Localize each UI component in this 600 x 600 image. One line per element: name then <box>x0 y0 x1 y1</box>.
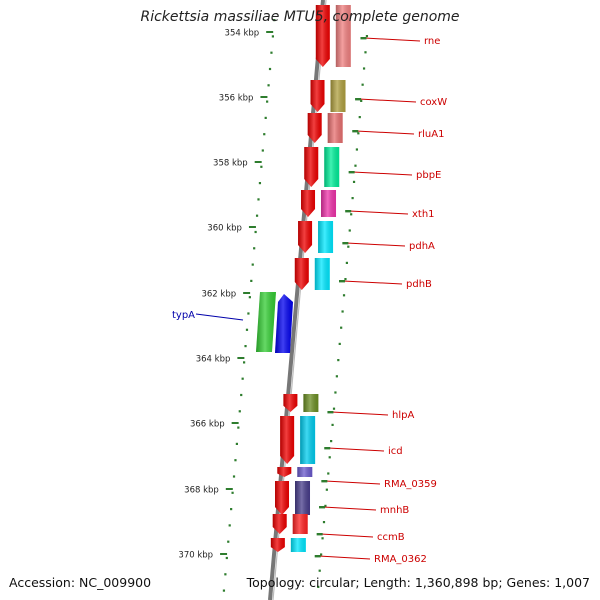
gene-label-pdhA[interactable]: pdhA <box>409 241 435 252</box>
tick-label: 366 kbp <box>190 420 225 430</box>
gene-pbpE[interactable] <box>304 147 340 187</box>
gene-label-mnhB[interactable]: mnhB <box>380 505 409 516</box>
gene-label-RMA_0362[interactable]: RMA_0362 <box>374 554 427 565</box>
gene-mnhB[interactable] <box>275 481 311 515</box>
gene-ccmB[interactable] <box>272 514 308 534</box>
feature-typA[interactable] <box>256 292 293 353</box>
gene-rne[interactable] <box>315 5 351 67</box>
tick-label: 362 kbp <box>201 290 236 300</box>
gene-label-coxW[interactable]: coxW <box>420 97 447 108</box>
gene-xth1[interactable] <box>301 190 337 217</box>
feature-label-typA[interactable]: typA <box>172 310 195 321</box>
map-title: Rickettsia massiliae MTU5, complete geno… <box>140 9 460 25</box>
tick-label: 358 kbp <box>213 159 248 169</box>
tick-label: 370 kbp <box>178 551 213 561</box>
gene-label-RMA_0359[interactable]: RMA_0359 <box>384 479 437 490</box>
gene-pdhB[interactable] <box>294 258 330 290</box>
gene-label-pdhB[interactable]: pdhB <box>406 279 432 290</box>
gene-RMA_0359[interactable] <box>277 467 313 477</box>
tick-label: 360 kbp <box>207 224 242 234</box>
accession-label: Accession: NC_009900 <box>9 575 152 590</box>
tick-label: 364 kbp <box>196 355 231 365</box>
gene-coxW[interactable] <box>310 80 346 112</box>
gene-label-icd[interactable]: icd <box>388 446 403 457</box>
gene-label-ccmB[interactable]: ccmB <box>377 532 405 543</box>
gene-label-xth1[interactable]: xth1 <box>412 209 435 220</box>
gene-icd[interactable] <box>280 416 316 464</box>
gene-pdhA[interactable] <box>298 221 334 253</box>
tick-label: 354 kbp <box>225 29 260 39</box>
gene-label-hlpA[interactable]: hlpA <box>392 410 414 421</box>
gene-label-pbpE[interactable]: pbpE <box>416 170 441 181</box>
tick-label: 368 kbp <box>184 486 219 496</box>
gene-label-rne[interactable]: rne <box>424 36 440 47</box>
gene-rluA1[interactable] <box>307 113 343 143</box>
gene-label-rluA1[interactable]: rluA1 <box>418 129 444 140</box>
gene-hlpA[interactable] <box>283 394 319 412</box>
gene-RMA_0362[interactable] <box>270 538 306 552</box>
genome-stats-label: Topology: circular; Length: 1,360,898 bp… <box>246 575 590 590</box>
tick-label: 356 kbp <box>219 94 254 104</box>
